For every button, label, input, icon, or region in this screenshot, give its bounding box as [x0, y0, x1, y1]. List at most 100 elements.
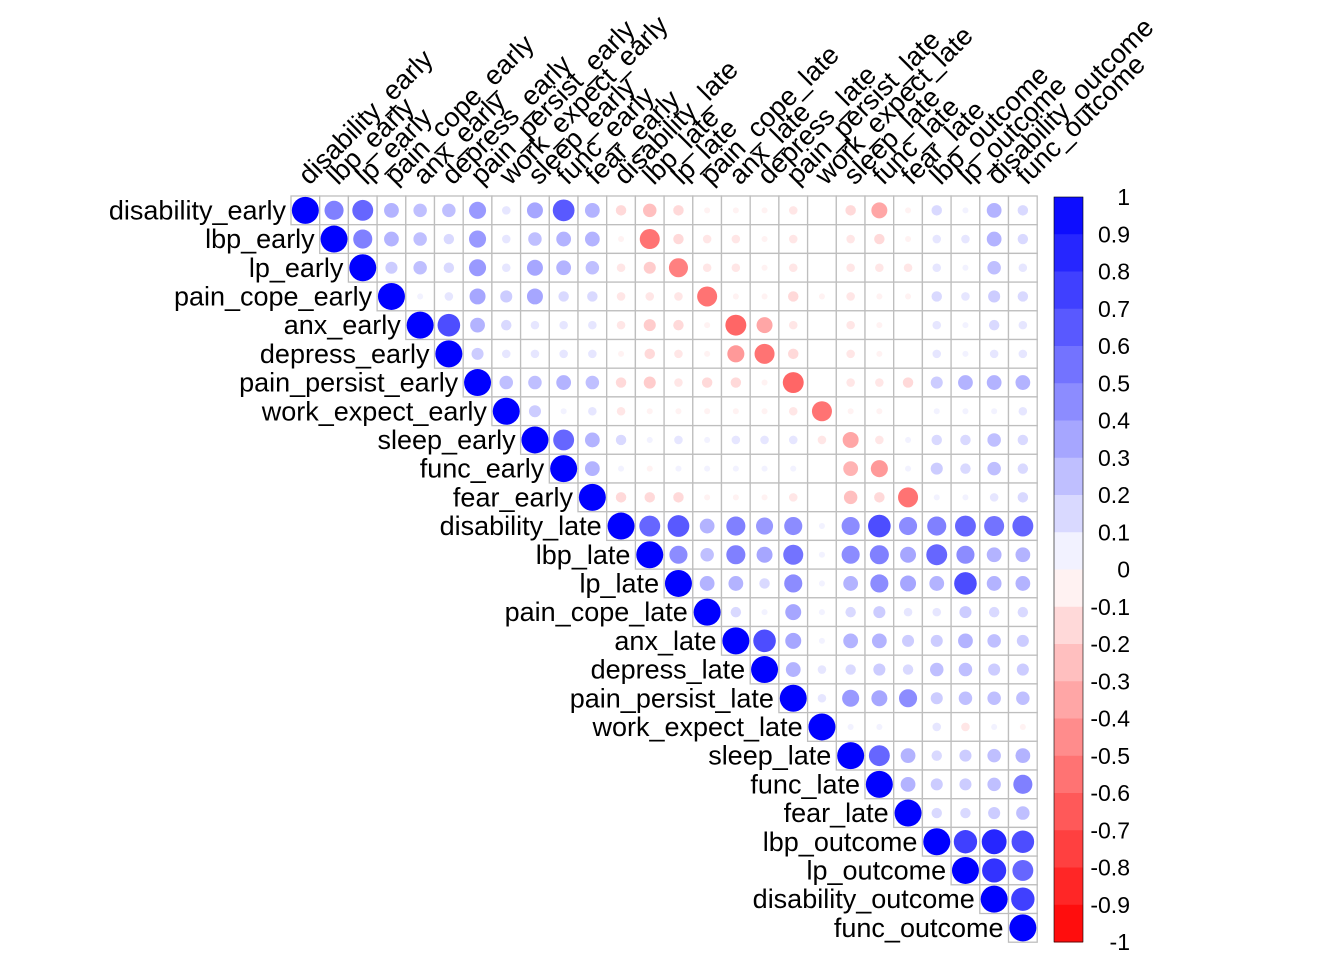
- correlation-circle: [1015, 576, 1031, 591]
- correlation-circle: [1011, 887, 1035, 911]
- correlation-circle: [1016, 691, 1030, 705]
- correlation-circle: [865, 770, 893, 798]
- correlation-circle: [818, 609, 825, 616]
- correlation-circle: [699, 576, 715, 591]
- grid-cell: [893, 338, 924, 369]
- correlation-circle: [704, 494, 711, 501]
- correlation-circle: [871, 690, 888, 707]
- correlation-circle: [753, 629, 776, 653]
- correlation-circle: [501, 263, 511, 273]
- colorbar-tick-label: -0.3: [1090, 668, 1130, 694]
- correlation-circle: [530, 349, 540, 359]
- correlation-circle: [962, 264, 969, 271]
- colorbar-segment: [1054, 606, 1083, 645]
- correlation-circle: [837, 742, 865, 770]
- correlation-circle: [730, 606, 742, 618]
- correlation-circle: [559, 320, 568, 330]
- correlation-circle: [959, 606, 972, 619]
- correlation-circle: [871, 202, 888, 219]
- correlation-circle: [959, 749, 972, 762]
- colorbar-segment: [1054, 234, 1083, 272]
- grid-cell: [921, 798, 952, 829]
- correlation-circle: [722, 627, 750, 655]
- correlation-circle: [492, 397, 520, 425]
- colorbar-frame: [1053, 196, 1084, 943]
- correlation-circle: [1016, 663, 1029, 676]
- correlation-circle: [469, 201, 487, 219]
- correlation-circle: [951, 856, 979, 884]
- correlation-circle: [868, 745, 890, 767]
- colorbar-segment: [1054, 644, 1083, 682]
- correlation-circle: [905, 293, 912, 300]
- correlation-circle: [1017, 233, 1029, 245]
- row-label: fear_early: [453, 482, 574, 512]
- correlation-circle: [528, 375, 542, 390]
- grid-cell: [749, 597, 780, 628]
- correlation-circle: [674, 292, 683, 301]
- colorbar-tick-label: -0.7: [1090, 817, 1130, 843]
- correlation-circle: [500, 290, 513, 303]
- correlation-circle: [732, 494, 739, 501]
- correlation-circle: [754, 343, 775, 364]
- colorbar-tick-label: -0.6: [1090, 780, 1130, 806]
- correlation-circle: [528, 232, 542, 246]
- correlation-circle: [756, 546, 773, 563]
- correlation-circle: [818, 580, 825, 587]
- correlation-circle: [704, 322, 711, 329]
- row-labels: disability_earlylbp_earlylp_earlypain_co…: [109, 195, 1004, 942]
- correlation-circle: [675, 408, 682, 415]
- correlation-circle: [377, 282, 405, 310]
- correlation-circle: [984, 516, 1005, 537]
- correlation-circle: [902, 634, 915, 647]
- row-label: pain_persist_early: [239, 368, 459, 398]
- correlation-circle: [730, 377, 742, 388]
- correlation-circle: [501, 319, 512, 331]
- correlation-circle: [1013, 774, 1033, 794]
- correlation-circle: [761, 379, 768, 386]
- correlation-circle: [1018, 349, 1028, 359]
- correlation-circle: [732, 293, 739, 300]
- correlation-circle: [962, 350, 969, 357]
- correlation-circle: [846, 378, 855, 387]
- correlation-circle: [930, 634, 943, 647]
- correlation-circle: [550, 455, 578, 483]
- correlation-circle: [875, 263, 884, 273]
- correlation-circle: [618, 236, 625, 243]
- colorbar-segment: [1054, 718, 1083, 757]
- correlation-circle: [704, 207, 711, 214]
- correlation-circle: [873, 663, 886, 676]
- correlation-circle: [783, 544, 804, 565]
- correlation-circle: [585, 375, 600, 390]
- correlation-circle: [1017, 291, 1029, 302]
- colorbar-tick-label: 0.3: [1098, 445, 1130, 471]
- correlation-circle: [961, 292, 970, 301]
- correlation-circle: [704, 465, 711, 472]
- correlation-circle: [413, 261, 427, 275]
- correlation-circle: [385, 261, 398, 274]
- correlation-circle: [728, 576, 744, 591]
- correlation-circle: [761, 609, 768, 616]
- grid-cell: [806, 453, 837, 484]
- correlation-circle: [644, 492, 655, 503]
- correlation-circle: [556, 231, 572, 247]
- colorbar-tick-label: -0.5: [1090, 743, 1130, 769]
- row-label: depress_early: [260, 339, 430, 369]
- correlation-circle: [876, 350, 883, 357]
- correlation-circle: [846, 234, 855, 244]
- correlation-circle: [954, 572, 977, 595]
- colorbar-tick-label: 0.6: [1098, 333, 1130, 359]
- correlation-circle: [900, 776, 916, 792]
- correlation-circle: [1017, 434, 1029, 446]
- correlation-circle: [841, 545, 860, 564]
- correlation-circle: [501, 349, 511, 359]
- correlation-circle: [818, 523, 825, 530]
- correlation-circle: [905, 207, 912, 214]
- correlation-circle: [615, 205, 627, 216]
- correlation-circle: [556, 260, 572, 276]
- correlation-circle: [588, 349, 597, 359]
- correlation-circle: [875, 435, 884, 445]
- correlation-circle: [846, 320, 855, 330]
- row-label: sleep_late: [708, 741, 831, 771]
- correlation-circle: [927, 516, 947, 536]
- correlation-circle: [1012, 515, 1034, 537]
